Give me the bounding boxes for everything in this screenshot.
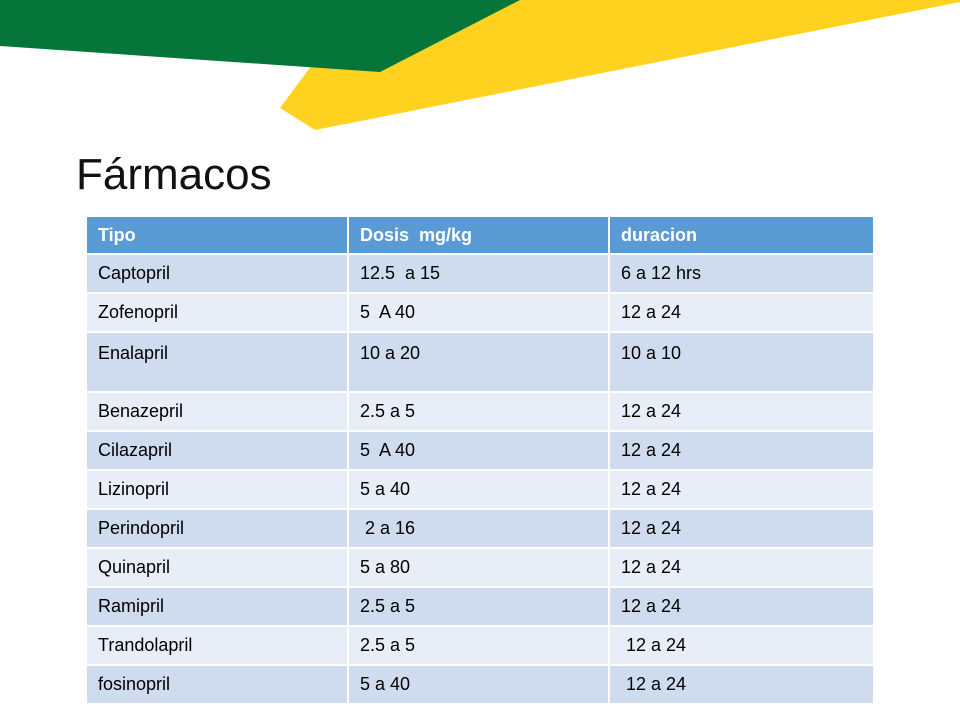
cell-tipo: Enalapril [87, 332, 348, 393]
cell-tipo: Perindopril [87, 509, 348, 549]
table-row: Quinapril 5 a 80 12 a 24 [87, 548, 873, 588]
table-row: Captopril 12.5 a 15 6 a 12 hrs [87, 254, 873, 294]
table-row: Perindopril 2 a 16 12 a 24 [87, 509, 873, 549]
cell-duracion: 12 a 24 [608, 392, 873, 432]
table-row: Lizinopril 5 a 40 12 a 24 [87, 470, 873, 510]
slide-title: Fármacos [76, 150, 272, 199]
cell-dosis: 10 a 20 [347, 332, 609, 393]
decorative-banner [0, 0, 960, 130]
cell-duracion: 12 a 24 [608, 548, 873, 588]
table-row: Zofenopril 5 A 40 12 a 24 [87, 293, 873, 333]
drug-dosage-table: Tipo Dosis mg/kg duracion Captopril 12.5… [87, 217, 873, 705]
cell-duracion: 12 a 24 [608, 431, 873, 471]
cell-tipo: Lizinopril [87, 470, 348, 510]
cell-duracion: 12 a 24 [608, 293, 873, 333]
cell-dosis: 2.5 a 5 [347, 392, 609, 432]
cell-dosis: 5 A 40 [347, 293, 609, 333]
cell-tipo: Quinapril [87, 548, 348, 588]
table-row: Ramipril 2.5 a 5 12 a 24 [87, 587, 873, 627]
header-dosis: Dosis mg/kg [347, 217, 609, 255]
cell-duracion: 12 a 24 [608, 509, 873, 549]
cell-duracion: 12 a 24 [608, 587, 873, 627]
header-duracion: duracion [608, 217, 873, 255]
cell-tipo: Cilazapril [87, 431, 348, 471]
cell-tipo: Captopril [87, 254, 348, 294]
cell-dosis: 5 A 40 [347, 431, 609, 471]
cell-dosis: 2.5 a 5 [347, 626, 609, 666]
cell-tipo: Ramipril [87, 587, 348, 627]
cell-duracion: 12 a 24 [608, 470, 873, 510]
table-row: Benazepril 2.5 a 5 12 a 24 [87, 392, 873, 432]
cell-dosis: 5 a 40 [347, 665, 609, 705]
header-tipo: Tipo [87, 217, 348, 255]
cell-dosis: 12.5 a 15 [347, 254, 609, 294]
cell-tipo: Trandolapril [87, 626, 348, 666]
cell-tipo: Zofenopril [87, 293, 348, 333]
cell-tipo: Benazepril [87, 392, 348, 432]
table-row: Enalapril 10 a 20 10 a 10 [87, 332, 873, 393]
cell-duracion: 6 a 12 hrs [608, 254, 873, 294]
table-header-row: Tipo Dosis mg/kg duracion [87, 217, 873, 255]
cell-dosis: 2.5 a 5 [347, 587, 609, 627]
cell-duracion: 12 a 24 [608, 665, 873, 705]
cell-tipo: fosinopril [87, 665, 348, 705]
table-row: fosinopril 5 a 40 12 a 24 [87, 665, 873, 705]
cell-duracion: 10 a 10 [608, 332, 873, 393]
table-row: Cilazapril 5 A 40 12 a 24 [87, 431, 873, 471]
green-banner-shape [0, 0, 520, 72]
cell-duracion: 12 a 24 [608, 626, 873, 666]
cell-dosis: 2 a 16 [347, 509, 609, 549]
cell-dosis: 5 a 40 [347, 470, 609, 510]
cell-dosis: 5 a 80 [347, 548, 609, 588]
table-row: Trandolapril 2.5 a 5 12 a 24 [87, 626, 873, 666]
